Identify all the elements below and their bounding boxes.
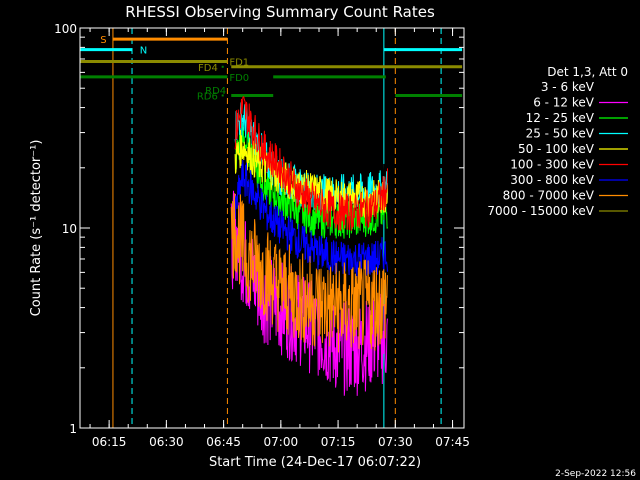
x-tick-label: 06:30 [149, 435, 184, 449]
state-label-s: S [100, 35, 106, 46]
legend-label: 50 - 100 keV [518, 142, 595, 156]
legend-title: Det 1,3, Att 0 [547, 65, 628, 79]
series-line [234, 159, 388, 278]
series-line [235, 123, 388, 239]
state-label-fd0: FD0 [229, 73, 249, 84]
y-tick-label: 10 [62, 222, 77, 236]
x-tick-label: 07:15 [321, 435, 356, 449]
x-axis-label: Start Time (24-Dec-17 06:07:22) [209, 455, 421, 470]
chart-title: RHESSI Observing Summary Count Rates [125, 3, 435, 21]
y-tick-label: 1 [69, 422, 77, 436]
legend-label: 3 - 6 keV [541, 80, 595, 94]
series-lines [230, 96, 388, 396]
y-axis-label: Count Rate (s⁻¹ detector⁻¹) [29, 140, 44, 317]
legend-label: 800 - 7000 keV [503, 189, 595, 203]
y-tick-label: 100 [54, 22, 77, 36]
axis-ticks: 06:15 06:30 06:45 07:00 07:15 07:30 07:45 1 10 10… [54, 22, 470, 449]
state-label-fd1: FD1 [229, 57, 249, 68]
state-label-n: N [140, 46, 147, 57]
state-marker-fd4 [221, 65, 224, 68]
timestamp: 2-Sep-2022 12:56 [555, 469, 636, 479]
state-label-rd4: RD4 [205, 86, 226, 97]
legend-label: 300 - 800 keV [510, 173, 594, 187]
legend-label: 6 - 12 keV [533, 96, 595, 110]
legend-label: 7000 - 15000 keV [487, 204, 594, 218]
x-tick-label: 07:45 [435, 435, 470, 449]
legend-label: 12 - 25 keV [526, 111, 595, 125]
legend-label: 100 - 300 keV [510, 158, 594, 172]
x-tick-label: 07:00 [264, 435, 299, 449]
x-tick-label: 06:15 [92, 435, 127, 449]
state-marker-rd6 [221, 94, 224, 97]
state-label-rd6: RD6 [197, 91, 218, 102]
series-line [230, 193, 388, 353]
x-tick-label: 06:45 [206, 435, 241, 449]
series-line [234, 96, 388, 231]
x-tick-label: 07:30 [378, 435, 413, 449]
state-label-fd4: FD4 [198, 63, 218, 74]
legend-label: 25 - 50 keV [526, 127, 595, 141]
